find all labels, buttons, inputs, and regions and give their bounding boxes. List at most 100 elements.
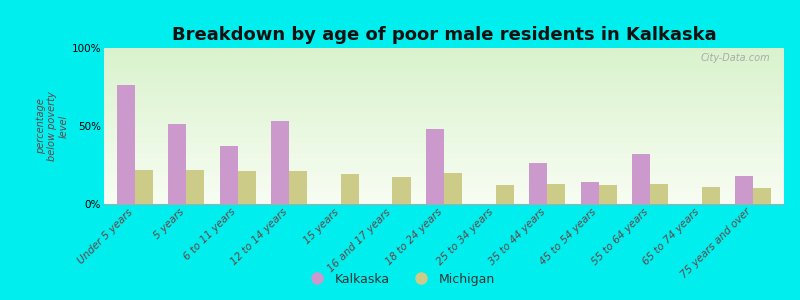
Bar <box>104 63 784 64</box>
Bar <box>104 202 784 203</box>
Bar <box>104 166 784 167</box>
Bar <box>104 61 784 62</box>
Bar <box>104 165 784 166</box>
Bar <box>104 79 784 80</box>
Y-axis label: percentage
below poverty
level: percentage below poverty level <box>36 91 69 161</box>
Bar <box>104 91 784 92</box>
Bar <box>104 107 784 108</box>
Bar <box>104 54 784 55</box>
Bar <box>104 144 784 145</box>
Bar <box>104 99 784 100</box>
Bar <box>104 60 784 61</box>
Bar <box>104 185 784 186</box>
Bar <box>104 92 784 93</box>
Bar <box>426 129 444 204</box>
Bar <box>104 93 784 94</box>
Bar <box>104 181 784 182</box>
Bar <box>104 172 784 173</box>
Bar <box>650 184 668 204</box>
Bar <box>104 127 784 128</box>
Bar <box>104 55 784 56</box>
Bar <box>104 100 784 101</box>
Bar <box>104 175 784 176</box>
Bar <box>104 170 784 171</box>
Bar <box>104 177 784 178</box>
Bar <box>104 115 784 116</box>
Bar <box>104 82 784 83</box>
Bar <box>581 182 598 204</box>
Bar <box>104 156 784 157</box>
Bar <box>104 178 784 179</box>
Bar <box>271 121 290 204</box>
Bar <box>104 152 784 153</box>
Bar <box>104 174 784 175</box>
Bar <box>104 197 784 198</box>
Bar <box>104 76 784 77</box>
Bar <box>104 67 784 68</box>
Bar <box>104 167 784 168</box>
Bar <box>104 168 784 169</box>
Bar <box>104 198 784 199</box>
Bar <box>104 108 784 109</box>
Bar <box>104 65 784 66</box>
Legend: Kalkaska, Michigan: Kalkaska, Michigan <box>300 268 500 291</box>
Bar <box>104 138 784 139</box>
Bar <box>104 199 784 200</box>
Bar <box>104 193 784 194</box>
Bar <box>104 161 784 162</box>
Bar <box>104 186 784 187</box>
Bar <box>702 187 720 204</box>
Bar <box>104 106 784 107</box>
Bar <box>104 58 784 59</box>
Bar <box>104 153 784 154</box>
Bar <box>104 95 784 96</box>
Bar <box>104 169 784 170</box>
Bar <box>104 123 784 124</box>
Bar <box>104 149 784 150</box>
Bar <box>104 83 784 84</box>
Bar <box>104 155 784 156</box>
Bar <box>104 160 784 161</box>
Bar <box>104 196 784 197</box>
Bar <box>104 132 784 133</box>
Bar <box>104 131 784 132</box>
Bar <box>104 203 784 204</box>
Bar <box>104 121 784 122</box>
Bar <box>104 158 784 159</box>
Bar <box>104 179 784 180</box>
Bar <box>104 135 784 136</box>
Bar <box>104 143 784 144</box>
Bar <box>104 145 784 146</box>
Bar <box>104 140 784 141</box>
Bar <box>104 120 784 121</box>
Bar <box>104 90 784 91</box>
Bar <box>186 170 205 204</box>
Bar <box>104 147 784 148</box>
Bar <box>104 73 784 74</box>
Bar <box>104 176 784 177</box>
Bar <box>104 89 784 90</box>
Bar <box>104 88 784 89</box>
Bar <box>104 82 784 83</box>
Bar <box>104 183 784 184</box>
Bar <box>104 194 784 195</box>
Bar <box>632 154 650 204</box>
Bar <box>104 48 784 49</box>
Bar <box>104 57 784 58</box>
Bar <box>104 142 784 143</box>
Bar <box>104 111 784 112</box>
Bar <box>135 170 153 204</box>
Bar <box>104 164 784 165</box>
Bar <box>104 180 784 181</box>
Bar <box>598 185 617 204</box>
Bar <box>104 97 784 98</box>
Bar <box>104 190 784 191</box>
Bar <box>104 122 784 123</box>
Bar <box>393 178 410 204</box>
Bar <box>104 182 784 183</box>
Bar <box>104 53 784 54</box>
Bar <box>104 171 784 172</box>
Bar <box>104 69 784 70</box>
Bar <box>547 184 565 204</box>
Bar <box>104 74 784 75</box>
